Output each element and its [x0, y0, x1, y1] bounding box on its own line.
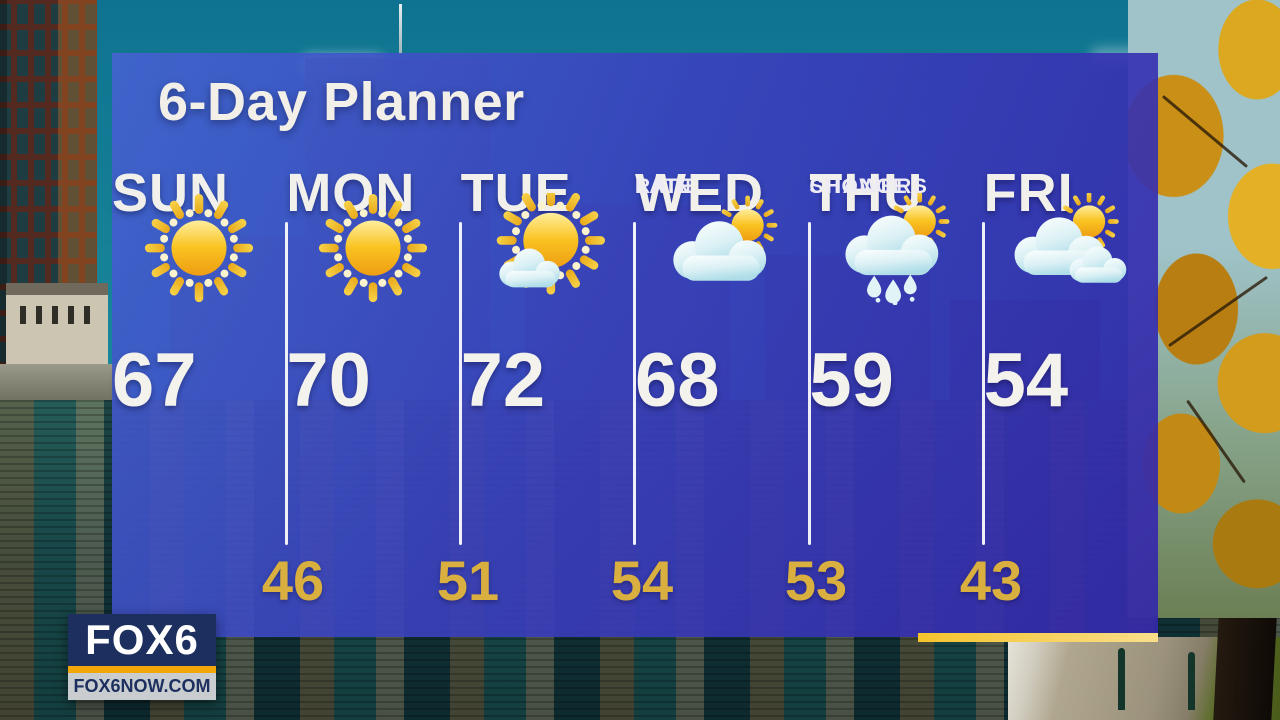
bridge-tower-windows [20, 306, 92, 324]
lamp-post [1118, 648, 1125, 710]
column-divider [633, 222, 636, 545]
column-divider [982, 222, 985, 545]
high-temp: 54 [983, 338, 1069, 423]
sun-behind-cloud-icon [673, 193, 785, 281]
overnight-low: 51 [436, 549, 500, 612]
rain-shower-sun-icon [845, 193, 959, 305]
forecast-column-tue: TUE 72 [461, 165, 635, 421]
overnight-low: 43 [959, 549, 1023, 612]
high-temp: 68 [634, 338, 720, 423]
column-divider [459, 222, 462, 545]
forecast-column-wed: WED RAIN LATE 68 [635, 165, 809, 421]
mostly-sunny-icon [485, 193, 611, 305]
column-divider [285, 222, 288, 545]
high-temp: 72 [460, 338, 546, 423]
forecast-column-thu: THU CHANCE SHOWERS 59 [809, 165, 983, 421]
building-spire [399, 4, 402, 54]
river-wall [0, 364, 130, 402]
mostly-cloudy-sun-icon [1014, 193, 1127, 283]
overnight-low: 53 [784, 549, 848, 612]
high-temp: 70 [286, 338, 371, 423]
forecast-column-mon: MON 70 [286, 165, 460, 421]
high-temp: 59 [809, 338, 894, 423]
fox6-logo-text: FOX6 [68, 614, 216, 666]
day-label: FRI [983, 163, 1074, 223]
lamp-post [1188, 652, 1195, 710]
station-logo: FOX6 FOX6NOW.COM [68, 614, 216, 700]
forecast-columns: SUN 67 MON 70 [112, 163, 1158, 421]
column-divider [808, 222, 811, 545]
bridge-tower [6, 283, 108, 365]
sunny-icon [310, 193, 436, 305]
station-website: FOX6NOW.COM [68, 673, 216, 700]
forecast-column-sun: SUN 67 [112, 165, 286, 421]
forecast-column-fri: FRI 54 [983, 163, 1158, 421]
sunny-icon [136, 193, 262, 305]
panel-title: 6-Day Planner [158, 72, 525, 132]
overnight-low: 54 [610, 549, 674, 612]
high-temp: 67 [112, 338, 197, 423]
gold-accent-bar [918, 633, 1158, 642]
forecast-panel: 6-Day Planner SUN 67 MON [112, 53, 1158, 642]
logo-gold-stripe [68, 666, 216, 673]
overnight-low: 46 [261, 549, 325, 612]
